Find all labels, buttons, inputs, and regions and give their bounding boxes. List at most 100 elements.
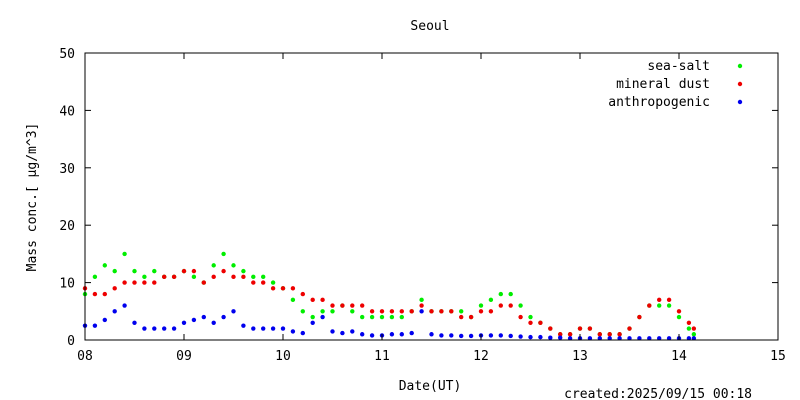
data-point (617, 336, 622, 341)
data-point (122, 280, 127, 285)
data-point (409, 309, 414, 314)
data-point (300, 309, 305, 314)
data-point (92, 323, 98, 328)
data-point (607, 332, 612, 337)
data-point (171, 326, 177, 331)
data-point (92, 291, 98, 297)
data-point (201, 280, 206, 285)
x-tick-label: 08 (77, 349, 93, 364)
data-point (350, 329, 355, 334)
data-point (429, 332, 434, 337)
data-point (528, 314, 533, 320)
data-point (290, 297, 296, 303)
data-point (597, 332, 602, 337)
data-point (498, 333, 503, 338)
series-mineral-dust (82, 268, 697, 337)
data-point (676, 309, 682, 314)
data-point (112, 309, 117, 314)
data-point (488, 309, 494, 314)
data-point (607, 336, 612, 341)
data-point (320, 309, 325, 314)
data-point (369, 309, 375, 314)
data-point (162, 326, 167, 331)
data-point (152, 326, 157, 331)
legend-label: sea-salt (647, 59, 710, 74)
data-point (637, 314, 642, 320)
data-point (122, 303, 127, 308)
data-point (409, 330, 414, 336)
data-point (310, 314, 315, 320)
data-point (270, 280, 276, 285)
data-point (419, 303, 424, 308)
data-point (399, 332, 404, 337)
data-point (310, 297, 315, 303)
data-point (132, 268, 137, 274)
data-point (637, 336, 642, 341)
data-point (102, 291, 108, 297)
data-point (211, 263, 216, 268)
y-tick-label: 0 (67, 334, 75, 349)
data-point (270, 286, 276, 291)
data-point (508, 333, 513, 339)
data-point (261, 326, 266, 331)
chart-axes: 08 09 10 11 12 13 14 15 0 10 20 30 40 50 (59, 47, 785, 364)
x-tick-label: 09 (176, 349, 192, 364)
data-point (142, 326, 147, 331)
data-point (92, 274, 98, 280)
data-point (468, 314, 474, 320)
data-point (142, 274, 147, 280)
legend-marker (737, 99, 743, 105)
data-point (389, 309, 395, 314)
chart-marks (82, 251, 697, 341)
data-point (459, 309, 464, 314)
data-point (449, 333, 454, 338)
chart-title: Seoul (410, 19, 449, 34)
data-point (300, 291, 305, 297)
data-point (676, 314, 682, 320)
data-point (597, 336, 602, 341)
data-point (647, 336, 652, 341)
data-point (112, 286, 117, 291)
plot-frame (84, 52, 779, 341)
data-point (439, 333, 444, 338)
data-point (429, 309, 434, 314)
data-point (478, 309, 484, 314)
data-point (691, 332, 697, 337)
series-anthropogenic (82, 303, 697, 341)
data-point (221, 314, 226, 320)
data-point (508, 303, 513, 308)
data-point (330, 309, 335, 314)
data-point (360, 314, 365, 320)
data-point (666, 303, 672, 308)
chart-legend: sea-salt mineral dust anthropogenic (608, 59, 743, 110)
data-point (657, 297, 662, 303)
data-point (320, 297, 325, 303)
data-point (419, 309, 424, 314)
data-point (518, 314, 523, 320)
data-point (102, 263, 108, 268)
data-point (459, 314, 464, 320)
data-point (666, 297, 672, 303)
data-point (647, 303, 652, 308)
data-point (241, 274, 246, 280)
data-point (691, 326, 697, 331)
data-point (686, 336, 692, 341)
data-point (221, 251, 226, 257)
x-tick-label: 12 (473, 349, 489, 364)
data-point (419, 297, 424, 303)
data-point (558, 332, 563, 337)
data-point (132, 320, 137, 325)
data-point (567, 332, 573, 337)
y-tick-label: 30 (59, 162, 75, 177)
data-point (567, 336, 573, 341)
data-point (251, 326, 256, 331)
data-point (181, 268, 187, 274)
data-point (340, 330, 345, 336)
data-point (686, 326, 692, 331)
data-point (518, 334, 523, 339)
y-axis-label: Mass conc.[ μg/m^3] (25, 123, 40, 272)
y-tick-label: 10 (59, 277, 75, 292)
data-point (241, 323, 246, 328)
legend-marker (737, 81, 743, 87)
